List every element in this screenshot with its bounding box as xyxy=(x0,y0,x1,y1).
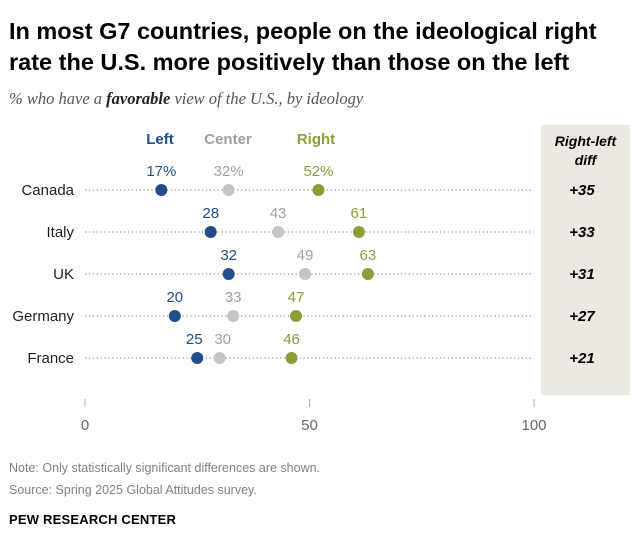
country-label: Germany xyxy=(12,308,74,325)
chart-subtitle: % who have a favorable view of the U.S.,… xyxy=(9,89,363,109)
brand-name: PEW RESEARCH CENTER xyxy=(9,512,177,527)
diff-value: +33 xyxy=(569,224,595,241)
chart-note: Note: Only statistically significant dif… xyxy=(9,461,321,475)
value-label-right: 61 xyxy=(351,205,368,222)
chart-source: Source: Spring 2025 Global Attitudes sur… xyxy=(9,483,257,497)
value-label-right: 63 xyxy=(360,247,377,264)
value-label-center: 30 xyxy=(214,331,231,348)
dot-right xyxy=(312,184,325,196)
subtitle-prefix: % who have a xyxy=(9,89,107,108)
value-label-right: 46 xyxy=(283,331,300,348)
diff-value: +31 xyxy=(569,266,594,283)
diff-value: +27 xyxy=(569,308,595,325)
dot-left xyxy=(191,352,204,364)
dot-center xyxy=(227,310,240,322)
dot-left xyxy=(204,226,217,238)
country-label: Canada xyxy=(21,182,74,199)
x-axis-tick-label: 100 xyxy=(521,417,546,434)
value-label-center: 43 xyxy=(270,205,287,222)
value-label-center: 49 xyxy=(297,247,314,264)
value-label-left: 17% xyxy=(146,163,176,180)
dot-right xyxy=(290,310,303,322)
dot-center xyxy=(272,226,285,238)
x-axis-tick-label: 50 xyxy=(301,417,318,434)
country-label: UK xyxy=(53,266,74,283)
country-label: Italy xyxy=(46,224,74,241)
legend-label-center: Center xyxy=(204,131,252,148)
subtitle-suffix: view of the U.S., by ideology xyxy=(170,89,364,108)
dot-left xyxy=(168,310,181,322)
dot-center xyxy=(222,184,235,196)
value-label-left: 20 xyxy=(166,289,183,306)
country-label: France xyxy=(27,350,74,367)
dot-right xyxy=(352,226,365,238)
dot-plot-chart: Right-left diff Left Center Right Canada 17% 32… xyxy=(12,125,630,434)
dot-right xyxy=(361,268,374,280)
diff-header-line: diff xyxy=(575,152,598,168)
value-label-left: 28 xyxy=(202,205,219,222)
x-axis-tick-label: 0 xyxy=(81,417,89,434)
dot-left xyxy=(155,184,168,196)
dot-center xyxy=(299,268,312,280)
dot-center xyxy=(213,352,226,364)
value-label-center: 32% xyxy=(214,163,244,180)
value-label-right: 52% xyxy=(303,163,333,180)
value-label-left: 25 xyxy=(186,331,203,348)
diff-value: +21 xyxy=(569,350,594,367)
subtitle-emphasis: favorable xyxy=(106,89,171,108)
legend-label-left: Left xyxy=(146,131,174,148)
diff-value: +35 xyxy=(569,182,595,199)
diff-column-panel xyxy=(541,125,630,395)
legend-label-right: Right xyxy=(297,131,335,148)
dot-left xyxy=(222,268,235,280)
diff-header-line: Right-left xyxy=(555,133,618,149)
value-label-right: 47 xyxy=(288,289,305,306)
chart-title: In most G7 countries, people on the ideo… xyxy=(9,18,597,75)
value-label-center: 33 xyxy=(225,289,242,306)
value-label-left: 32 xyxy=(220,247,237,264)
dot-right xyxy=(285,352,298,364)
